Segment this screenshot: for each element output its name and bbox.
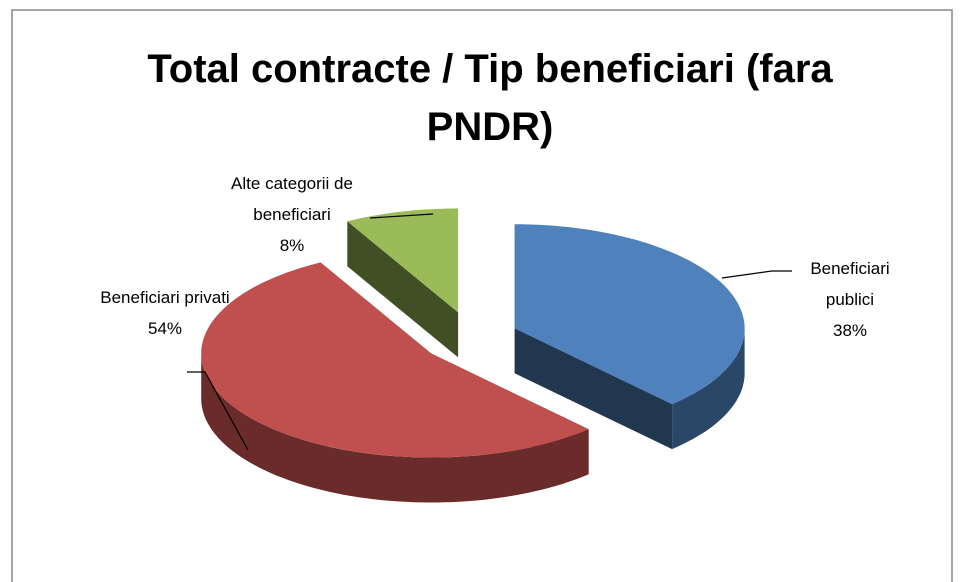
value-label: 54%	[147, 319, 183, 338]
leader-line	[369, 213, 434, 219]
slice-wall	[672, 328, 745, 450]
value-label: 8%	[279, 236, 305, 255]
pie	[201, 208, 745, 503]
slice-side	[347, 221, 459, 358]
category-label: Beneficiari privati	[100, 288, 230, 307]
slice-wall	[201, 353, 589, 503]
slice	[347, 208, 459, 313]
slice-side	[514, 328, 673, 450]
slice-label: Beneficiari privati 54%	[100, 282, 230, 344]
slice	[201, 262, 589, 458]
slice-label: Beneficiari publici 38%	[790, 253, 910, 346]
category-label: Beneficiari publici	[810, 259, 890, 309]
leader-line	[721, 270, 792, 279]
chart-border	[11, 9, 953, 582]
slice-label: Alte categorii de beneficiari 8%	[212, 168, 372, 261]
category-label: Alte categorii de beneficiari	[231, 174, 353, 224]
chart-title: Total contracte / Tip beneficiari (fara …	[147, 47, 833, 149]
slice	[514, 224, 745, 405]
value-label: 38%	[832, 321, 868, 340]
leader-line	[187, 371, 249, 451]
